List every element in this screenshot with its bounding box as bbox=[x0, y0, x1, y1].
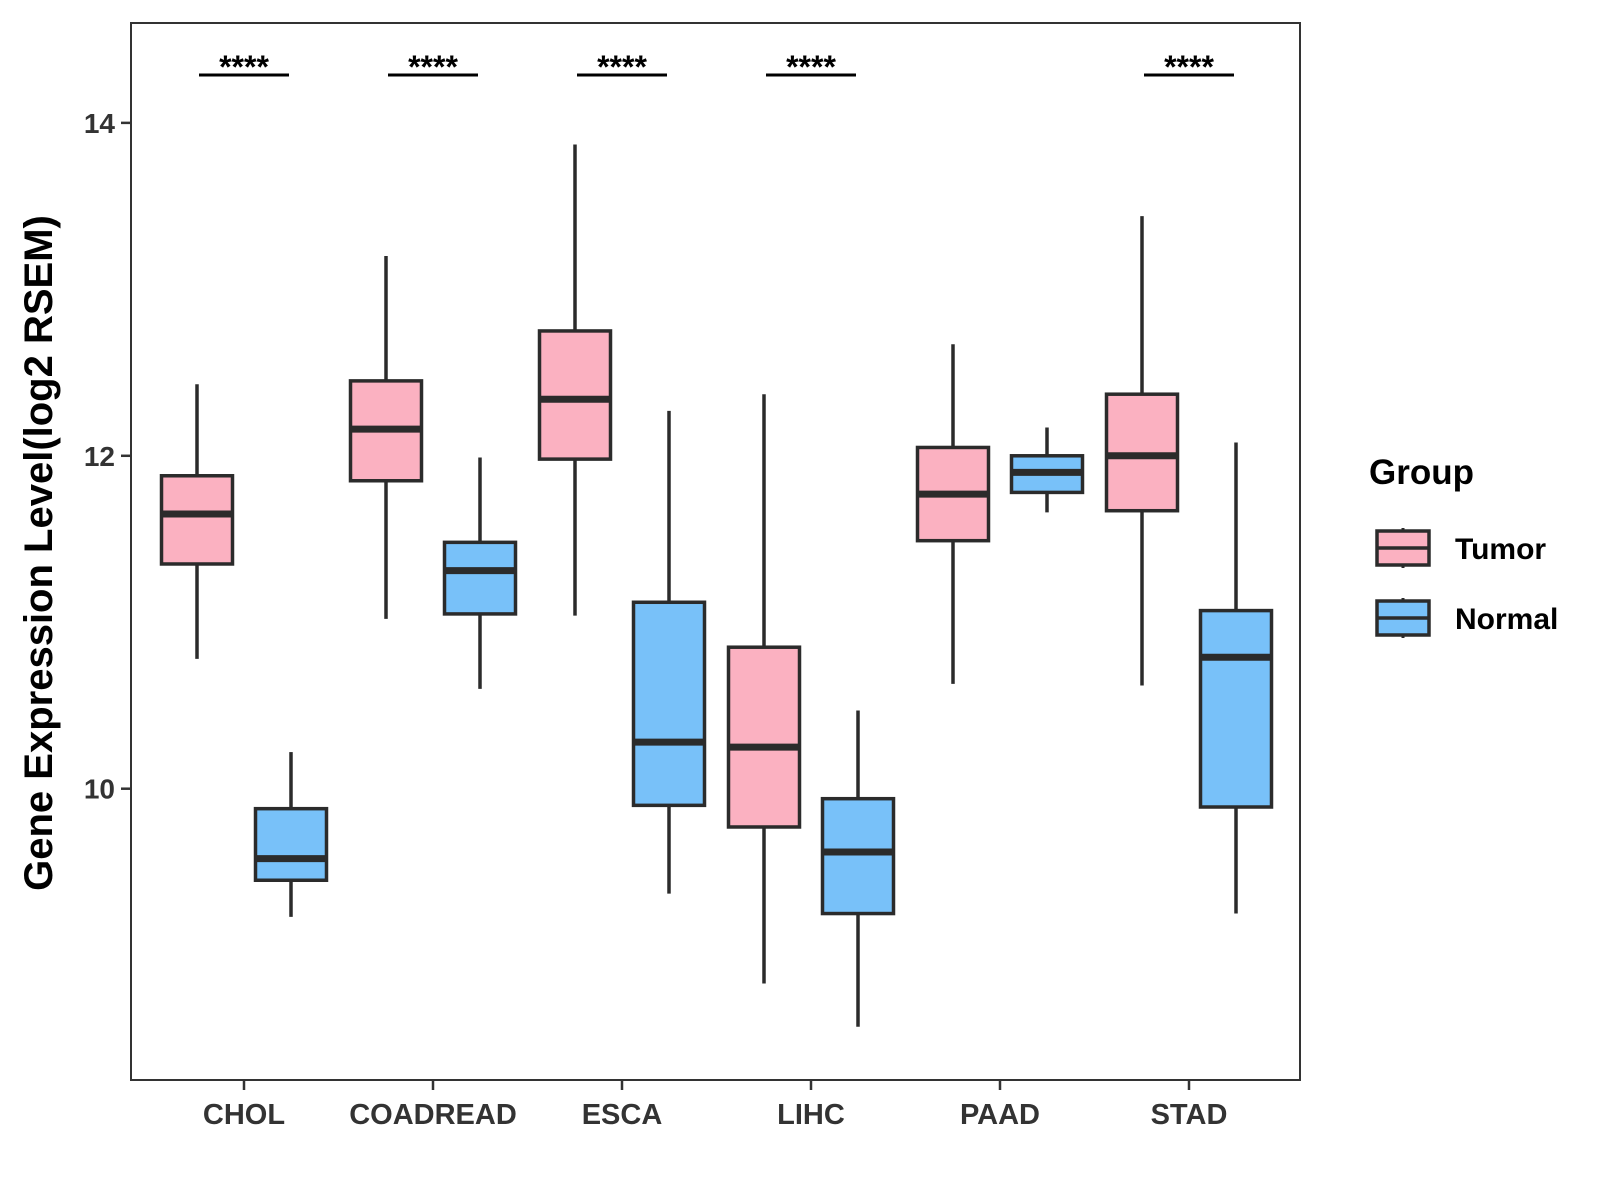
x-tick-label: CHOL bbox=[203, 1099, 285, 1131]
box-body bbox=[631, 600, 707, 808]
significance-label: **** bbox=[408, 49, 458, 85]
panel-border bbox=[130, 22, 1301, 1081]
x-tick-label: COADREAD bbox=[349, 1099, 517, 1131]
axes: 10 12 14 CHOL COADREAD ESCA LIHC PAAD STAD bbox=[84, 22, 1301, 1131]
y-axis-title: Gene Expression Level(log2 RSEM) bbox=[17, 215, 61, 891]
box-body bbox=[537, 329, 613, 461]
legend-label: Normal bbox=[1455, 603, 1558, 636]
significance-label: **** bbox=[597, 49, 647, 85]
box-tumor-paad bbox=[915, 344, 991, 684]
y-tick-label: 12 bbox=[84, 441, 115, 472]
box-tumor-lihc bbox=[726, 394, 802, 984]
box-body bbox=[159, 474, 235, 566]
significance-stad: **** bbox=[1144, 49, 1234, 85]
box-normal-esca bbox=[631, 410, 707, 894]
significance-esca: **** bbox=[577, 49, 667, 85]
box-body bbox=[442, 540, 518, 616]
x-tick-label: LIHC bbox=[777, 1099, 845, 1131]
box-tumor-chol bbox=[159, 384, 235, 659]
x-tick-label: STAD bbox=[1151, 1099, 1228, 1131]
box-tumor-stad bbox=[1104, 216, 1180, 686]
box-normal-stad bbox=[1198, 442, 1274, 914]
y-tick-label: 14 bbox=[84, 108, 116, 139]
significance-label: **** bbox=[219, 49, 269, 85]
x-tick-label: ESCA bbox=[582, 1099, 663, 1131]
box-body bbox=[820, 796, 896, 916]
box-body bbox=[1198, 608, 1274, 809]
significance-chol: **** bbox=[199, 49, 289, 85]
box-normal-chol bbox=[253, 752, 329, 917]
legend: Group Tumor Normal bbox=[1369, 453, 1558, 638]
box-normal-coadread bbox=[442, 457, 518, 689]
y-tick-label: 10 bbox=[84, 774, 115, 805]
legend-entry-normal: Normal bbox=[1375, 598, 1558, 638]
box-normal-paad bbox=[1009, 427, 1085, 513]
significance-label: **** bbox=[786, 49, 836, 85]
box-body bbox=[726, 645, 802, 829]
legend-label: Tumor bbox=[1455, 533, 1546, 566]
box-tumor-esca bbox=[537, 144, 613, 616]
box-tumor-coadread bbox=[348, 256, 424, 619]
legend-title: Group bbox=[1369, 453, 1474, 492]
legend-entry-tumor: Tumor bbox=[1375, 528, 1546, 568]
box-normal-lihc bbox=[820, 710, 896, 1027]
significance-label: **** bbox=[1164, 49, 1214, 85]
significance-coadread: **** bbox=[388, 49, 478, 85]
box-body bbox=[253, 806, 329, 883]
significance-lihc: **** bbox=[766, 49, 856, 85]
plot-area: **** **** **** **** **** bbox=[159, 49, 1274, 1027]
x-tick-label: PAAD bbox=[960, 1099, 1040, 1131]
